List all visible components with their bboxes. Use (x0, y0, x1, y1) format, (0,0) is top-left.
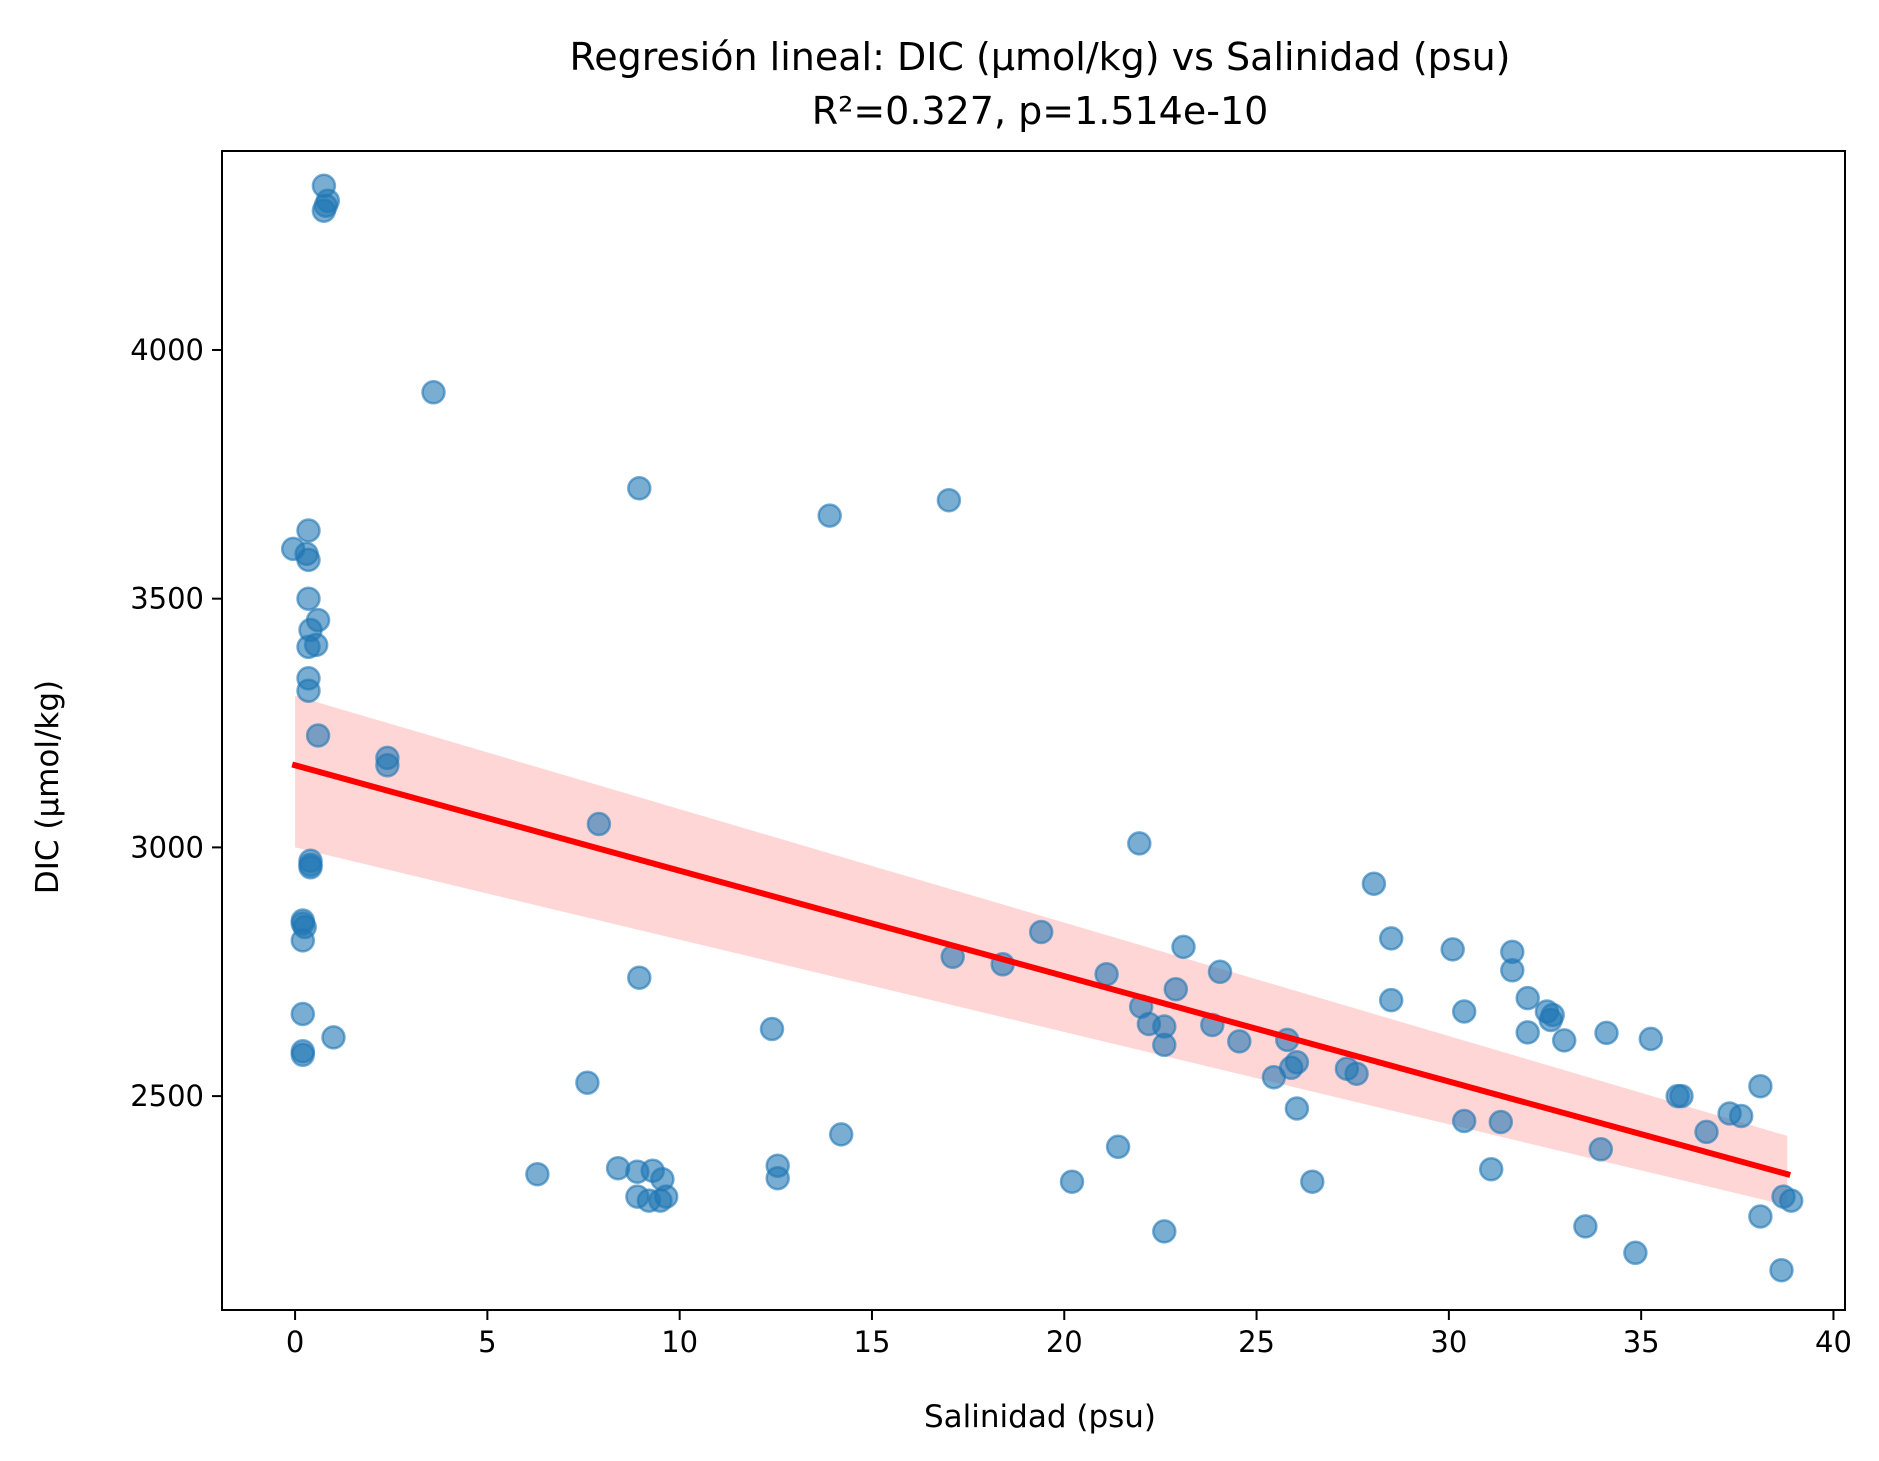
x-tick-label: 10 (661, 1325, 698, 1359)
scatter-point (1378, 987, 1404, 1013)
scatter-point (311, 198, 337, 223)
scatter-point (375, 753, 400, 778)
scatter-point (298, 855, 323, 880)
scatter-point (290, 1001, 316, 1027)
scatter-point (586, 811, 612, 837)
scatter-point (1748, 1073, 1773, 1099)
x-tick-label: 0 (286, 1325, 304, 1359)
scatter-point (1694, 1119, 1719, 1145)
y-axis-label: DIC (μmol/kg) (30, 680, 66, 894)
scatter-point (759, 1016, 785, 1042)
scatter-point (1284, 1096, 1310, 1121)
scatter-point (1588, 1137, 1614, 1162)
scatter-point (296, 547, 321, 573)
scatter-point (1171, 934, 1196, 960)
scatter-point (1059, 1169, 1085, 1194)
scatter-point (290, 928, 316, 953)
scatter-point (1500, 958, 1525, 983)
scatter-point (1638, 1026, 1664, 1052)
scatter-point (1207, 959, 1233, 985)
plot-frame (221, 150, 1846, 1311)
scatter-point (765, 1165, 790, 1191)
chart-subtitle: R²=0.327, p=1.514e-10 (812, 89, 1269, 133)
scatter-point (525, 1161, 550, 1187)
scatter-point (1094, 961, 1119, 987)
y-tick-label: 3000 (130, 830, 204, 864)
scatter-point (1152, 1032, 1177, 1058)
scatter-point (1515, 1020, 1540, 1045)
y-tick-label: 2500 (130, 1079, 204, 1113)
scatter-point (1361, 871, 1387, 896)
scatter-point (817, 503, 842, 528)
scatter-point (290, 1042, 316, 1068)
scatter-point (321, 1025, 346, 1050)
scatter-point (1227, 1029, 1252, 1054)
scatter-point (1163, 976, 1189, 1002)
y-tick-label: 4000 (130, 333, 204, 367)
x-tick-label: 35 (1623, 1325, 1660, 1359)
scatter-point (828, 1122, 854, 1147)
scatter-point (1778, 1188, 1804, 1213)
chart-title: Regresión lineal: DIC (μmol/kg) vs Salin… (570, 35, 1511, 79)
scatter-point (575, 1070, 600, 1095)
scatter-point (653, 1184, 679, 1209)
scatter-point (1748, 1204, 1773, 1229)
scatter-point (1344, 1061, 1369, 1086)
scatter-point (627, 965, 652, 990)
x-tick-label: 40 (1815, 1325, 1852, 1359)
x-tick-label: 15 (854, 1325, 891, 1359)
scatter-point (296, 518, 321, 543)
x-tick-label: 5 (478, 1325, 496, 1359)
regression-line (291, 761, 1791, 1178)
x-tick-label: 25 (1238, 1325, 1275, 1359)
scatter-point (421, 380, 446, 405)
scatter-point (1451, 999, 1477, 1024)
scatter-point (1769, 1257, 1794, 1283)
scatter-point (296, 586, 321, 611)
scatter-point (305, 723, 331, 748)
scatter-point (1623, 1240, 1648, 1266)
scatter-point (1669, 1083, 1694, 1109)
scatter-point (1440, 937, 1465, 962)
confidence-band (295, 695, 1788, 1206)
scatter-point (1152, 1219, 1177, 1244)
x-tick-label: 20 (1046, 1325, 1083, 1359)
scatter-point (1538, 1007, 1564, 1033)
scatter-point (1127, 831, 1152, 856)
scatter-point (1573, 1214, 1598, 1239)
plot-area: 0 5 10 15 20 25 30 35 40 2500 3000 3500 4000 (130, 150, 1852, 1359)
scatter-point (1515, 985, 1540, 1011)
scatter-point (1378, 926, 1404, 951)
scatter-point (1451, 1108, 1477, 1134)
x-tick-label: 30 (1430, 1325, 1467, 1359)
x-axis-label: Salinidad (psu) (924, 1399, 1156, 1435)
scatter-point (1028, 919, 1054, 945)
scatter-point (936, 487, 962, 513)
y-tick-label: 3500 (130, 582, 204, 616)
scatter-point (296, 678, 321, 703)
scatter-point (1300, 1169, 1325, 1194)
scatter-point (296, 634, 321, 660)
scatter-point (627, 476, 652, 501)
scatter-point (1105, 1134, 1131, 1160)
scatter-point (1594, 1020, 1619, 1046)
scatter-point (1488, 1109, 1514, 1135)
scatter-point (1551, 1028, 1577, 1053)
scatter-point (1478, 1156, 1504, 1182)
scatter-point (1284, 1050, 1310, 1075)
scatter-point (1728, 1103, 1754, 1129)
